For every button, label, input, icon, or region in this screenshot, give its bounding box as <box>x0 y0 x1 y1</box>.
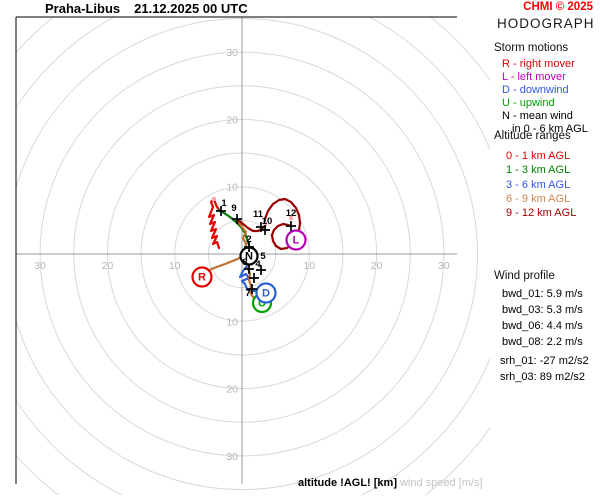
km-label-11: 11 <box>253 209 264 220</box>
trace-0-1-km-agl <box>207 197 221 250</box>
srh-item-1: srh_03: 89 m2/s2 <box>500 371 585 383</box>
km-label-5: 5 <box>260 251 266 262</box>
storm-marker-u-letter: U <box>258 298 266 310</box>
storm-marker-l-circle <box>285 229 307 251</box>
km-label-9: 9 <box>231 203 236 214</box>
tick-label-30: 30 <box>34 260 46 272</box>
endpoint-mark-2 <box>289 216 293 220</box>
altitude-range-item-3: 6 - 9 km AGL <box>506 193 571 205</box>
endpoint-mark-0 <box>212 197 216 201</box>
storm-motions-title: Storm motions <box>494 42 569 54</box>
tick-label-10: 10 <box>169 260 181 272</box>
storm-marker-l-letter: L <box>293 235 300 247</box>
storm-marker-d-letter: D <box>262 288 270 300</box>
wind-profile-title: Wind profile <box>494 270 555 282</box>
km-cross-11 <box>256 222 266 232</box>
altitude-axis-label: altitude !AGL! [km] <box>298 477 397 489</box>
storm-motion-item-0: R - right mover <box>502 58 575 70</box>
trace-6-9-km-agl-segment <box>203 255 244 274</box>
tick-label-10: 10 <box>226 182 238 194</box>
altitude-range-item-1: 1 - 3 km AGL <box>506 164 571 176</box>
bwd-item-0: bwd_01: 5.9 m/s <box>502 288 583 300</box>
km-label-10: 10 <box>262 216 273 227</box>
km-cross-2 <box>244 242 254 252</box>
km-cross-4 <box>249 273 259 283</box>
storm-motion-item-3: U - upwind <box>502 97 555 109</box>
tick-label-10: 10 <box>303 260 315 272</box>
altitude-range-item-4: 9 - 12 km AGL <box>506 207 577 219</box>
page-title: Praha-Libus 21.12.2025 00 UTC <box>45 1 248 16</box>
panel-title: HODOGRAPH <box>497 16 595 31</box>
storm-motion-item-1: L - left mover <box>502 71 566 83</box>
tick-label-30: 30 <box>226 47 238 59</box>
km-label-12: 12 <box>286 208 297 219</box>
km-cross-8 <box>244 264 254 274</box>
bwd-item-3: bwd_08: 2.2 m/s <box>502 336 583 348</box>
storm-marker-n-letter: N <box>245 251 253 263</box>
km-cross-9 <box>232 214 242 224</box>
km-label-2: 2 <box>246 234 251 245</box>
altitude-ranges-title: Altitude ranges <box>494 130 571 142</box>
tick-label-30: 30 <box>226 451 238 463</box>
storm-motion-item-2: D - downwind <box>502 84 569 96</box>
tick-label-20: 20 <box>226 114 238 126</box>
mean-wind-note: in 0 - 6 km AGL <box>512 123 588 135</box>
km-label-7: 7 <box>245 288 250 299</box>
km-cross-12 <box>286 221 296 231</box>
tick-label-10: 10 <box>226 316 238 328</box>
tick-label-20: 20 <box>226 384 238 396</box>
km-label-4: 4 <box>255 259 261 270</box>
bwd-item-1: bwd_03: 5.3 m/s <box>502 304 583 316</box>
km-cross-1 <box>216 206 226 216</box>
copyright-text: CHMI © 2025 <box>523 1 593 13</box>
altitude-range-item-2: 3 - 6 km AGL <box>506 179 571 191</box>
tick-label-30: 30 <box>438 260 450 272</box>
storm-marker-d-circle <box>255 282 277 304</box>
wind-speed-axis-label: wind speed [m/s] <box>400 477 483 489</box>
station-name: Praha-Libus <box>45 1 121 16</box>
datetime: 21.12.2025 00 UTC <box>134 1 248 16</box>
km-label-8: 8 <box>242 257 247 268</box>
storm-marker-r-letter: R <box>198 272 206 284</box>
km-cross-5 <box>256 265 266 275</box>
altitude-range-item-0: 0 - 1 km AGL <box>506 150 571 162</box>
endpoint-mark-1 <box>263 222 267 226</box>
tick-label-20: 20 <box>102 260 114 272</box>
bwd-item-2: bwd_06: 4.4 m/s <box>502 320 583 332</box>
storm-marker-r-circle <box>191 266 213 288</box>
km-label-1: 1 <box>221 198 227 209</box>
srh-item-0: srh_01: -27 m2/s2 <box>500 355 589 367</box>
km-cross-7 <box>247 284 257 294</box>
tick-label-20: 20 <box>371 260 383 272</box>
storm-motion-item-4: N - mean wind <box>502 110 573 122</box>
